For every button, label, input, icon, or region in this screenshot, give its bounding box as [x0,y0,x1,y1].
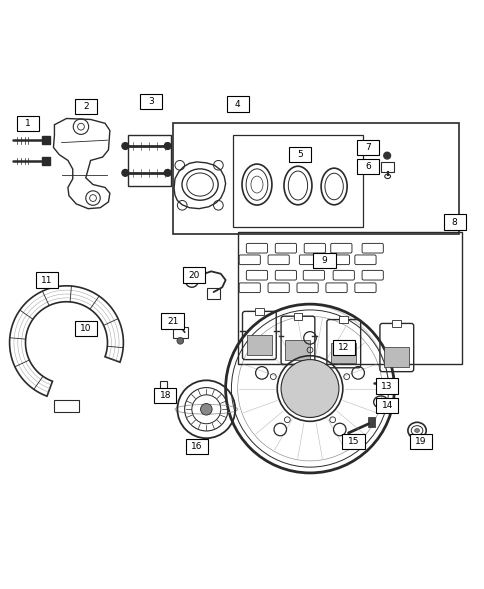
Bar [255,308,263,315]
FancyBboxPatch shape [75,320,97,336]
FancyBboxPatch shape [161,313,183,329]
Text: 13: 13 [380,382,392,391]
Text: 10: 10 [80,324,91,333]
Bar [285,340,310,360]
Bar [54,399,78,412]
Bar [232,135,363,227]
FancyBboxPatch shape [154,388,176,403]
Circle shape [159,389,167,397]
Text: 7: 7 [364,143,370,152]
Bar [159,381,167,392]
Text: 3: 3 [148,97,153,106]
FancyBboxPatch shape [226,97,248,112]
Circle shape [121,143,128,150]
Text: 11: 11 [41,276,53,284]
FancyBboxPatch shape [75,99,97,114]
Text: 4: 4 [234,100,240,108]
Text: 1: 1 [25,119,30,128]
Bar [42,157,50,165]
Text: 18: 18 [159,391,171,401]
Text: 12: 12 [337,343,349,352]
Text: 6: 6 [364,162,370,171]
Text: 16: 16 [191,442,202,451]
Circle shape [200,403,212,415]
Circle shape [164,143,171,150]
Bar [127,135,171,186]
Text: 15: 15 [347,437,359,446]
Circle shape [281,360,338,418]
FancyBboxPatch shape [288,147,311,163]
Text: 9: 9 [321,256,327,265]
Bar [380,163,393,172]
FancyBboxPatch shape [409,434,431,449]
FancyBboxPatch shape [36,272,58,288]
FancyBboxPatch shape [375,378,397,394]
Bar [293,313,302,320]
Bar [339,316,348,323]
FancyBboxPatch shape [356,140,378,155]
FancyBboxPatch shape [139,94,162,110]
FancyBboxPatch shape [185,439,207,454]
Bar [386,380,391,386]
Bar [367,418,374,427]
Text: 5: 5 [297,150,302,159]
FancyBboxPatch shape [332,340,354,355]
Circle shape [383,152,390,159]
Bar [237,232,461,365]
Bar [246,335,272,355]
Text: 14: 14 [381,401,392,410]
Circle shape [177,337,183,344]
Circle shape [164,170,171,176]
FancyBboxPatch shape [313,253,335,269]
Circle shape [121,170,128,176]
FancyBboxPatch shape [183,267,205,283]
Text: 21: 21 [166,316,178,326]
FancyBboxPatch shape [17,115,39,131]
Ellipse shape [414,429,419,432]
Text: 20: 20 [188,271,199,280]
Bar [206,288,220,299]
FancyBboxPatch shape [443,214,465,230]
Bar [383,348,408,367]
Bar [331,343,356,363]
FancyBboxPatch shape [342,434,364,449]
FancyBboxPatch shape [356,159,378,174]
Text: 2: 2 [83,102,89,111]
Text: 19: 19 [414,437,426,446]
Bar [392,320,400,327]
FancyBboxPatch shape [375,398,397,413]
Text: 8: 8 [451,218,456,227]
Bar [172,327,188,338]
Circle shape [189,278,195,284]
Bar [42,136,50,144]
Bar [172,123,458,234]
